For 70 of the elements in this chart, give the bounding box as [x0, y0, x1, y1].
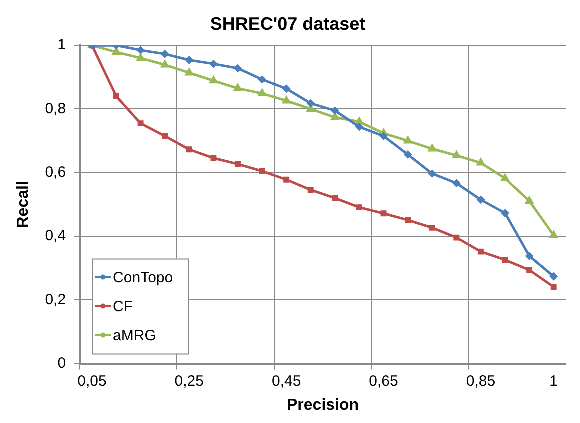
point [380, 210, 387, 217]
point [476, 196, 485, 204]
point [332, 195, 338, 202]
point [331, 106, 340, 115]
point [452, 179, 461, 188]
x-tick-label: 0,25 [174, 372, 204, 390]
point [428, 144, 437, 152]
y-axis-title: Recall [15, 181, 32, 228]
point [355, 123, 364, 132]
legend-label: CF [113, 298, 134, 316]
point [428, 170, 436, 178]
point [502, 257, 508, 264]
point [160, 60, 170, 68]
legend-label: ConTopo [113, 269, 174, 286]
point [209, 76, 218, 84]
point [138, 120, 144, 127]
y-tick-label: 0,6 [45, 164, 66, 182]
point [306, 100, 315, 108]
point [550, 272, 558, 281]
point [185, 56, 194, 64]
point [501, 209, 510, 218]
point [526, 252, 534, 260]
point [210, 60, 218, 68]
point [525, 196, 534, 204]
x-tick-label: 0,65 [369, 372, 398, 390]
point [114, 94, 120, 100]
point [259, 168, 266, 174]
point [380, 132, 388, 140]
point [454, 234, 460, 241]
point [136, 53, 146, 62]
point [186, 146, 192, 153]
point [234, 84, 242, 92]
chart-title: SHREC'07 dataset [210, 14, 366, 34]
point [549, 230, 558, 238]
point [258, 76, 266, 84]
y-tick-label: 0,4 [45, 228, 66, 245]
point [136, 46, 145, 54]
point [234, 64, 242, 73]
point [282, 96, 291, 104]
point [284, 176, 290, 183]
legend-label: aMRG [113, 327, 156, 344]
point [210, 155, 217, 162]
point [550, 284, 557, 290]
y-tick-label: 1 [58, 36, 66, 54]
point [405, 217, 412, 224]
point [526, 267, 533, 274]
x-tick-label: 0,85 [466, 372, 496, 390]
point [452, 150, 462, 158]
x-tick-label: 0,05 [78, 372, 107, 390]
point [500, 174, 510, 182]
y-tick-label: 0,2 [45, 291, 66, 308]
x-axis-title: Precision [287, 396, 360, 414]
point [162, 133, 168, 140]
point [258, 88, 267, 96]
point [404, 136, 412, 144]
point [404, 150, 412, 159]
point [235, 161, 241, 168]
point [356, 204, 362, 211]
point [330, 112, 340, 120]
x-tick-label: 1 [550, 372, 558, 390]
y-tick-label: 0 [58, 354, 66, 372]
point [478, 248, 484, 255]
x-tick-label: 0,45 [272, 372, 302, 390]
point [308, 187, 314, 194]
point [476, 158, 486, 166]
point [282, 84, 291, 93]
point [161, 50, 170, 58]
point [184, 68, 194, 76]
y-tick-label: 0,8 [45, 100, 66, 118]
point [429, 224, 436, 231]
